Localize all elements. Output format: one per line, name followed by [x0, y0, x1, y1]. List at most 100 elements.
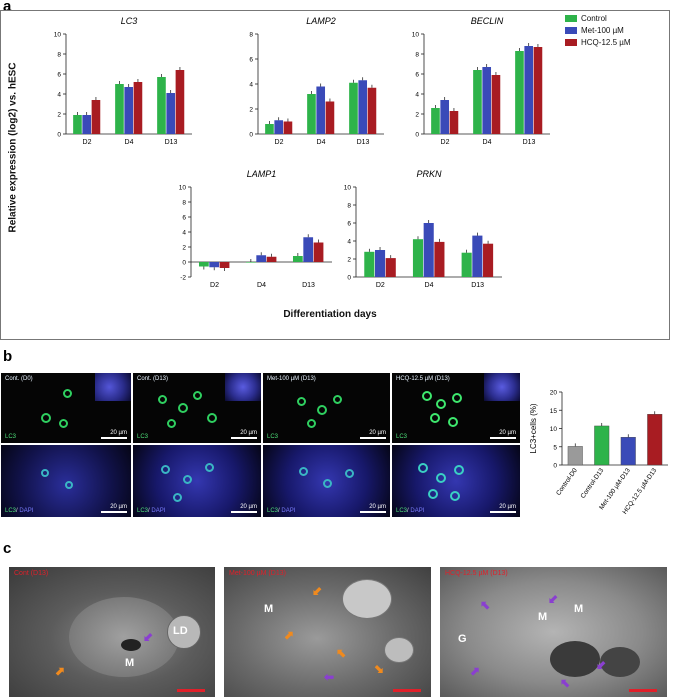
scale-bar [393, 689, 421, 692]
bar [533, 47, 543, 134]
x-tick-label: D4 [483, 139, 492, 146]
y-tick-label: 10 [412, 32, 420, 39]
chart-title: BECLIN [471, 16, 504, 26]
y-tick-label: 6 [182, 215, 186, 222]
vacuole [342, 579, 392, 619]
bar [472, 235, 483, 277]
tem-mark-ld: LD [173, 625, 188, 637]
micro-merge-hcq: LC3/ DAPI 20 µm [392, 445, 520, 517]
scale-bar [490, 437, 516, 439]
lc3-cell [422, 391, 432, 401]
tem-hcq: HCQ-12.5 µM (D13) M M G ⬉ ⬋ ⬈ ⬉ ⬋ [440, 567, 667, 697]
micro-label: HCQ-12.5 µM (D13) [396, 376, 450, 382]
bar [374, 250, 386, 277]
bar [358, 80, 368, 134]
x-tick-label: Control-D0 [555, 467, 579, 497]
merge-cell [428, 489, 438, 499]
micro-channel-label: LC3 [137, 434, 149, 440]
scale-bar [231, 437, 257, 439]
bar [73, 115, 82, 134]
bar [91, 100, 101, 134]
y-tick-label: 6 [57, 72, 61, 79]
lc3-cell [448, 417, 458, 427]
chart-title: LC3 [121, 16, 138, 26]
y-tick-label: 6 [249, 57, 253, 64]
orange-arrow-icon: ⬈ [55, 664, 66, 678]
legend-label-control: Control [581, 14, 607, 23]
x-tick-label: D4 [257, 282, 266, 289]
bar [364, 251, 375, 277]
y-tick-label: 5 [553, 444, 557, 451]
y-tick-label: 4 [415, 92, 419, 99]
x-tick-label: D2 [275, 139, 284, 146]
scale-bar [231, 511, 257, 513]
merge-cell [41, 469, 49, 477]
x-tick-label: D13 [471, 282, 484, 289]
y-tick-label: 4 [182, 230, 186, 237]
bar [124, 87, 134, 134]
y-tick-label: 20 [550, 390, 558, 397]
micro-label: Met-100 µM (D13) [267, 376, 316, 382]
x-tick-label: D4 [317, 139, 326, 146]
bar [385, 258, 396, 277]
dapi-inset [225, 373, 261, 401]
y-tick-label: 6 [347, 221, 351, 228]
x-tick-label: D4 [425, 282, 434, 289]
micro-channel-label: LC3/ DAPI [267, 508, 296, 514]
y-tick-label: 0 [182, 260, 186, 267]
bar [567, 446, 583, 466]
tem-mark-m: M [538, 611, 548, 623]
bar [256, 255, 267, 262]
chart-lc3: LC3 0 2 4 6 8 10 D2 D4 D13 [54, 16, 192, 146]
y-tick-label: 8 [57, 52, 61, 59]
lc3-cell [41, 413, 51, 423]
lc3-cell [63, 389, 72, 398]
bar [283, 121, 293, 134]
bar [303, 237, 314, 262]
panel-a-ylabel: Relative expression (log2) vs. hESC [7, 62, 19, 233]
tem-label: Met-100 µM (D13) [229, 570, 286, 577]
bar [316, 86, 326, 134]
legend-label-hcq: HCQ-12.5 µM [581, 38, 631, 47]
merge-cell [173, 493, 182, 502]
scale-bar [360, 511, 386, 513]
y-tick-label: 10 [550, 426, 558, 433]
micro-merge-d13: LC3/ DAPI 20 µm [133, 445, 261, 517]
chart-lc3-cells: LC3+cells (%) 0 5 10 15 20 Control-D0 Control-D… [529, 390, 668, 516]
lc3-cell [193, 391, 202, 400]
dapi-inset [95, 373, 131, 401]
micro-channel-label: LC3/ DAPI [5, 508, 34, 514]
purple-arrow-icon: ⬉ [560, 676, 571, 690]
x-tick-label: D2 [83, 139, 92, 146]
scale-label: 20 µm [499, 504, 516, 510]
organelle [600, 647, 640, 677]
tem-control: Cont (D13) LD M ⬋ ⬈ [9, 567, 215, 697]
mitochondria [121, 639, 141, 651]
legend-swatch [565, 15, 577, 23]
lc3-cell [59, 419, 68, 428]
y-tick-label: 8 [249, 32, 253, 39]
lc3-cell [317, 405, 327, 415]
bar [482, 67, 492, 134]
bar [434, 241, 445, 277]
tem-mark-m: M [574, 603, 584, 615]
lc3-cell [452, 393, 462, 403]
scale-bar [177, 689, 205, 692]
bar [292, 256, 303, 262]
organelle [550, 641, 600, 677]
chart-title: LAMP1 [247, 169, 277, 179]
lc3-cell [178, 403, 188, 413]
scale-label: 20 µm [499, 430, 516, 436]
y-tick-label: 15 [550, 408, 558, 415]
bar [266, 256, 277, 262]
y-tick-label: 8 [415, 52, 419, 59]
bar [265, 124, 274, 134]
lc3-cell [207, 413, 217, 423]
micro-lc3-met: Met-100 µM (D13) LC3 20 µm [263, 373, 390, 443]
y-tick-label: 0 [249, 132, 253, 139]
scale-label: 20 µm [369, 504, 386, 510]
legend-swatch [565, 39, 577, 47]
scale-label: 20 µm [240, 430, 257, 436]
y-tick-label: 2 [347, 257, 351, 264]
micro-channel-label: LC3 [267, 434, 279, 440]
